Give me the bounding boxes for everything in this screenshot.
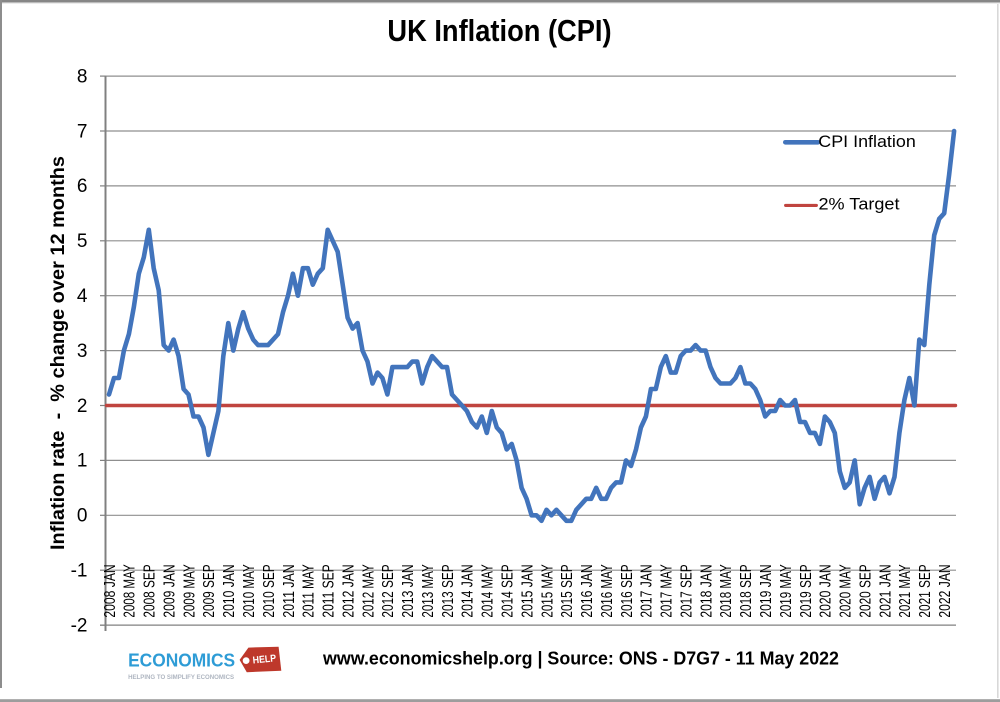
svg-text:2: 2	[77, 396, 88, 417]
svg-text:CPI Inflation: CPI Inflation	[818, 132, 916, 151]
svg-text:2011 JAN: 2011 JAN	[281, 564, 298, 617]
svg-text:2008 JAN: 2008 JAN	[102, 564, 119, 617]
svg-text:2010 MAY: 2010 MAY	[241, 564, 258, 618]
svg-text:2016 MAY: 2016 MAY	[599, 564, 616, 618]
svg-text:2012 SEP: 2012 SEP	[380, 564, 397, 617]
svg-text:2015 SEP: 2015 SEP	[559, 564, 576, 617]
svg-text:2017 SEP: 2017 SEP	[679, 564, 696, 617]
svg-text:2009 JAN: 2009 JAN	[162, 564, 179, 617]
svg-text:2021 SEP: 2021 SEP	[917, 564, 934, 617]
svg-text:2019 JAN: 2019 JAN	[758, 564, 775, 617]
svg-text:2015 MAY: 2015 MAY	[539, 564, 556, 618]
svg-text:2018 SEP: 2018 SEP	[738, 564, 755, 617]
svg-text:2013 JAN: 2013 JAN	[400, 564, 417, 617]
svg-text:2020 JAN: 2020 JAN	[818, 564, 835, 617]
svg-text:2% Target: 2% Target	[819, 195, 900, 214]
svg-text:2017 JAN: 2017 JAN	[639, 564, 656, 617]
svg-text:0: 0	[77, 506, 88, 527]
svg-text:2016 SEP: 2016 SEP	[619, 564, 636, 617]
svg-text:2009 SEP: 2009 SEP	[201, 564, 218, 617]
svg-text:2020 SEP: 2020 SEP	[857, 564, 874, 617]
svg-text:2020 MAY: 2020 MAY	[838, 564, 855, 618]
svg-text:2008 SEP: 2008 SEP	[142, 564, 159, 617]
svg-text:-1: -1	[71, 561, 88, 582]
svg-text:2013 SEP: 2013 SEP	[440, 564, 457, 617]
svg-text:2019 MAY: 2019 MAY	[778, 564, 795, 618]
svg-text:5: 5	[77, 231, 88, 252]
svg-text:1: 1	[77, 451, 88, 472]
svg-text:2018 JAN: 2018 JAN	[698, 564, 715, 617]
svg-text:2021 JAN: 2021 JAN	[877, 564, 894, 617]
svg-text:www.economicshelp.org | Source: www.economicshelp.org | Source: ONS - D7…	[322, 649, 839, 669]
svg-text:2014 MAY: 2014 MAY	[480, 564, 497, 618]
svg-text:3: 3	[77, 341, 88, 362]
svg-text:2015 JAN: 2015 JAN	[519, 564, 536, 617]
svg-text:2011 SEP: 2011 SEP	[321, 564, 338, 617]
svg-text:6: 6	[77, 176, 88, 197]
svg-text:HELP: HELP	[252, 653, 277, 666]
svg-text:Inflation rate - % change ov: Inflation rate - % change over 12 months	[48, 156, 69, 550]
svg-text:2009 MAY: 2009 MAY	[181, 564, 198, 618]
svg-text:2013 MAY: 2013 MAY	[420, 564, 437, 618]
svg-text:2010 JAN: 2010 JAN	[221, 564, 238, 617]
svg-text:2014 SEP: 2014 SEP	[500, 564, 517, 617]
svg-text:2011 MAY: 2011 MAY	[301, 564, 318, 618]
svg-text:2019 SEP: 2019 SEP	[798, 564, 815, 617]
svg-text:2022 JAN: 2022 JAN	[937, 564, 954, 617]
svg-text:2010 SEP: 2010 SEP	[261, 564, 278, 617]
svg-text:2012 JAN: 2012 JAN	[340, 564, 357, 617]
svg-text:4: 4	[77, 286, 88, 307]
svg-text:2017 MAY: 2017 MAY	[659, 564, 676, 618]
svg-text:2008 MAY: 2008 MAY	[122, 564, 139, 618]
svg-text:2018 MAY: 2018 MAY	[718, 564, 735, 618]
svg-text:-2: -2	[71, 615, 88, 636]
svg-text:2021 MAY: 2021 MAY	[897, 564, 914, 618]
svg-text:UK Inflation (CPI): UK Inflation (CPI)	[387, 14, 611, 48]
svg-text:7: 7	[77, 121, 88, 142]
svg-text:8: 8	[77, 66, 88, 87]
svg-text:2014 JAN: 2014 JAN	[460, 564, 477, 617]
svg-text:2012 MAY: 2012 MAY	[360, 564, 377, 618]
svg-text:2016 JAN: 2016 JAN	[579, 564, 596, 617]
svg-text:HELPING TO SIMPLIFY ECONOMICS: HELPING TO SIMPLIFY ECONOMICS	[128, 674, 235, 681]
svg-text:ECONOMICS: ECONOMICS	[128, 650, 235, 671]
